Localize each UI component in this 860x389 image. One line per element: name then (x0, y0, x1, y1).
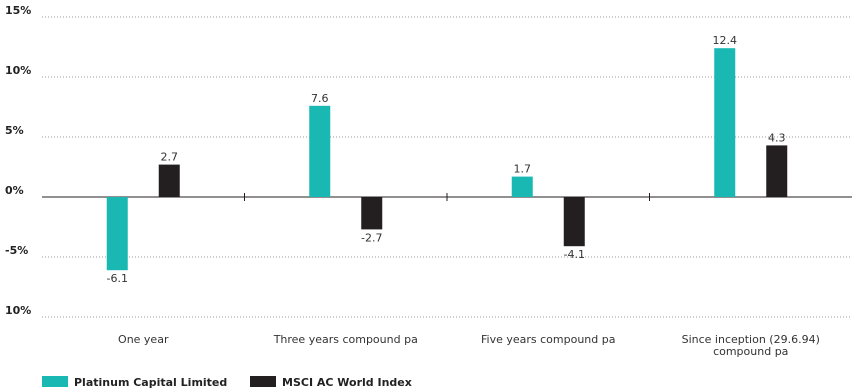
data-label: -4.1 (564, 248, 585, 261)
legend-swatch-msci-ac-world (250, 376, 276, 387)
bar-platinum-capital (714, 48, 736, 198)
legend-swatch-platinum-capital (42, 376, 68, 387)
y-tick-label: -5% (5, 244, 28, 257)
y-tick-label: 10% (5, 304, 31, 317)
bar-msci-ac-world (361, 197, 383, 230)
bar-platinum-capital (106, 197, 128, 271)
x-tick-label: One year (118, 333, 169, 346)
data-label: -6.1 (107, 272, 128, 285)
bar-msci-ac-world (563, 197, 585, 247)
bar-platinum-capital (309, 105, 331, 197)
bar-platinum-capital (511, 176, 533, 197)
x-tick-label: compound pa (713, 345, 788, 358)
bar-msci-ac-world (766, 145, 788, 197)
data-label: 12.4 (713, 34, 738, 47)
y-tick-label: 0% (5, 184, 24, 197)
data-label: -2.7 (361, 231, 382, 244)
bar-msci-ac-world (158, 164, 180, 197)
x-tick-label: Since inception (29.6.94) (682, 333, 820, 346)
x-tick-label: Five years compound pa (481, 333, 615, 346)
data-label: 2.7 (161, 151, 179, 164)
y-tick-label: 10% (5, 64, 31, 77)
legend-label: Platinum Capital Limited (74, 376, 227, 389)
data-label: 4.3 (768, 131, 786, 144)
y-tick-label: 5% (5, 124, 24, 137)
legend-label: MSCI AC World Index (282, 376, 412, 389)
data-label: 7.6 (311, 92, 329, 105)
data-label: 1.7 (514, 163, 532, 176)
y-tick-label: 15% (5, 4, 31, 17)
x-tick-label: Three years compound pa (273, 333, 418, 346)
